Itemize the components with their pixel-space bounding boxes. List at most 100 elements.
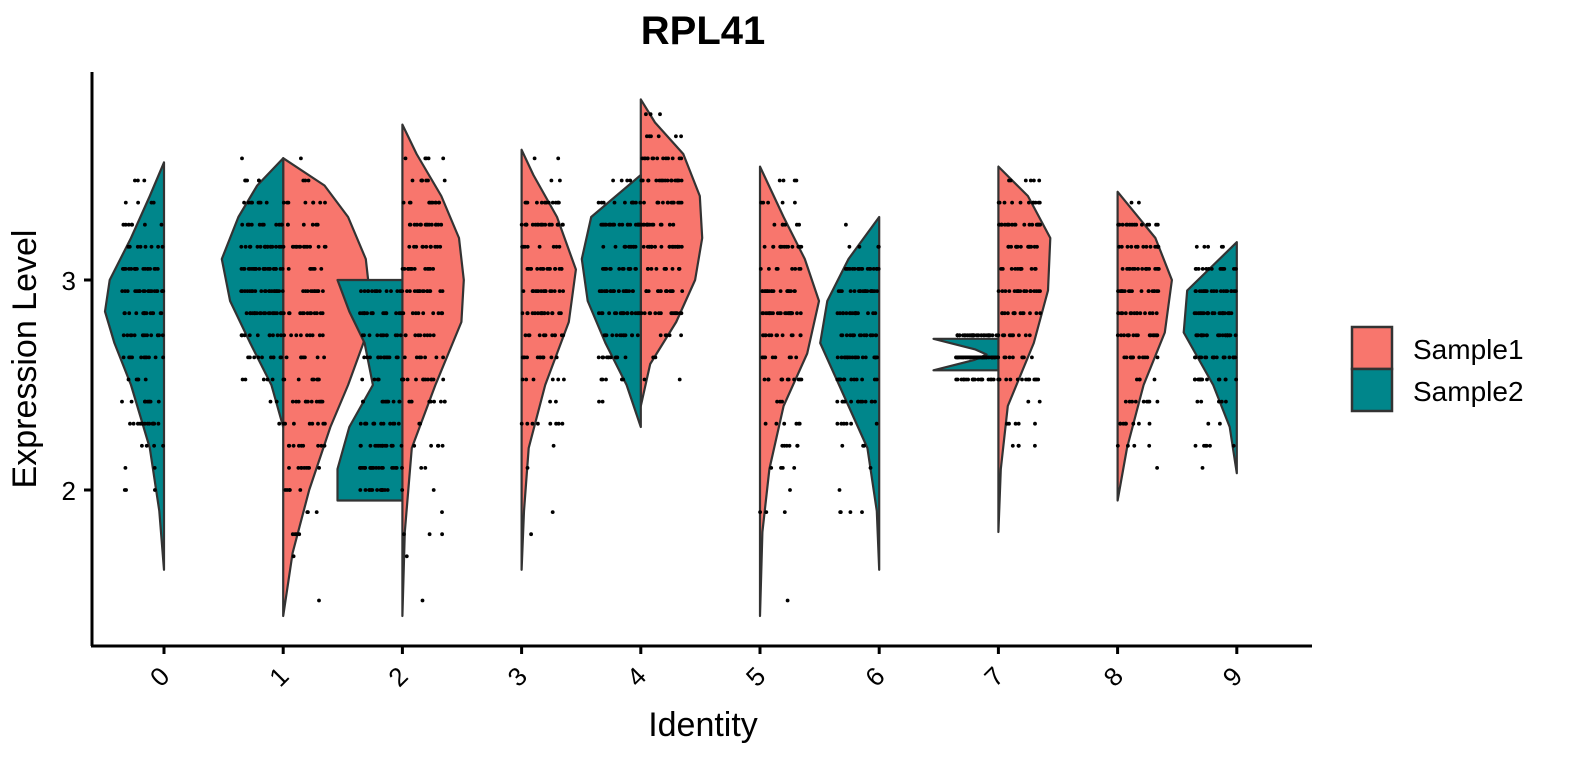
cell-point — [273, 311, 277, 316]
cell-point — [413, 311, 418, 316]
cell-point — [1029, 267, 1034, 271]
cell-point — [252, 355, 257, 360]
cell-point — [604, 222, 608, 227]
cell-point — [612, 222, 617, 227]
violin-sample2-7 — [932, 337, 1000, 372]
cell-point — [664, 333, 669, 338]
cell-point — [849, 421, 853, 426]
cell-point — [1204, 355, 1209, 360]
cell-point — [997, 222, 1001, 227]
cell-point — [551, 244, 556, 249]
cell-point — [520, 311, 525, 316]
cell-point — [1144, 267, 1148, 271]
cell-point — [552, 289, 557, 293]
cell-point — [308, 267, 313, 271]
cell-point — [535, 222, 540, 227]
cell-point — [562, 377, 566, 382]
cell-point — [996, 200, 1001, 205]
cell-point — [525, 267, 530, 271]
cell-point — [657, 311, 661, 316]
cell-point — [630, 200, 635, 205]
cell-point — [860, 355, 865, 360]
cell-point — [979, 355, 984, 360]
cell-point — [1150, 311, 1155, 316]
cell-point — [1026, 377, 1030, 382]
cell-point — [312, 289, 317, 293]
cell-point — [787, 443, 792, 448]
cell-point — [556, 200, 560, 205]
cell-point — [440, 289, 445, 293]
cell-point — [1027, 200, 1031, 205]
cell-point — [992, 355, 996, 360]
cell-point — [1219, 289, 1223, 293]
cell-point — [370, 311, 375, 316]
cell-point — [400, 466, 404, 470]
violin-sample2-0 — [103, 161, 166, 571]
cell-point — [315, 222, 320, 227]
cell-point — [361, 399, 365, 404]
cell-point — [677, 200, 682, 205]
cell-point — [1192, 311, 1197, 316]
cell-point — [429, 377, 434, 382]
cell-point — [398, 333, 403, 338]
cell-point — [554, 355, 559, 360]
cell-point — [1129, 244, 1134, 249]
cell-point — [1193, 443, 1198, 448]
cell-point — [986, 377, 991, 382]
cell-point — [250, 267, 254, 271]
cell-point — [837, 488, 842, 492]
cell-point — [968, 355, 973, 360]
cell-point — [556, 377, 561, 382]
cell-point — [672, 311, 676, 316]
cell-point — [300, 311, 305, 316]
cell-point — [316, 244, 321, 249]
cell-point — [1209, 289, 1214, 293]
cell-point — [955, 333, 960, 338]
cell-point — [317, 598, 321, 603]
cell-point — [786, 244, 791, 249]
cell-point — [422, 289, 426, 293]
cell-point — [654, 178, 659, 183]
cell-point — [1216, 333, 1221, 338]
cell-point — [537, 244, 542, 249]
cell-point — [664, 289, 668, 293]
cell-point — [1220, 311, 1225, 316]
cell-point — [154, 289, 159, 293]
cell-point — [367, 333, 372, 338]
cell-point — [143, 377, 148, 382]
cell-point — [244, 311, 249, 316]
cell-point — [268, 267, 272, 271]
cell-point — [156, 421, 161, 426]
cell-point — [239, 244, 244, 249]
cell-point — [1127, 289, 1131, 293]
cell-point — [642, 377, 647, 382]
cell-point — [1217, 377, 1222, 382]
cell-point — [423, 355, 427, 360]
cell-point — [431, 333, 436, 338]
x-axis-ticks: 0 1 2 3 4 5 6 7 8 9 — [144, 646, 1248, 692]
cell-point — [140, 421, 145, 426]
cell-point — [844, 421, 849, 426]
cell-point — [160, 289, 165, 293]
cell-point — [788, 488, 792, 492]
cell-point — [1143, 355, 1147, 360]
cell-point — [159, 311, 164, 316]
cell-point — [990, 333, 995, 338]
cell-point — [612, 200, 617, 205]
cell-point — [291, 554, 296, 559]
violin-sample1-2 — [401, 123, 465, 618]
cell-point — [1148, 333, 1152, 338]
cell-point — [426, 267, 431, 271]
cell-point — [136, 200, 141, 205]
cell-point — [553, 333, 557, 338]
cell-point — [1033, 267, 1038, 271]
cell-point — [268, 399, 273, 404]
cell-point — [1124, 421, 1128, 426]
cell-point — [617, 222, 622, 227]
cell-point — [306, 399, 310, 404]
cell-point — [408, 200, 413, 205]
cell-point — [323, 421, 327, 426]
cell-point — [126, 222, 131, 227]
cell-point — [540, 267, 545, 271]
cell-point — [766, 200, 770, 205]
